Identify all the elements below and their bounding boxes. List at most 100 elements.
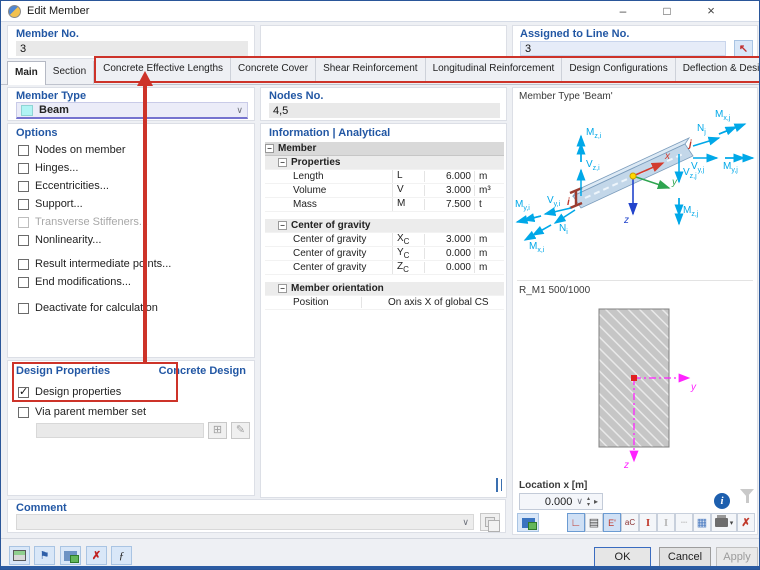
tree-row-cog-x: Center of gravity XC 3.000 m <box>265 233 504 247</box>
comment-label: Comment <box>16 502 67 514</box>
maximize-button[interactable]: □ <box>663 4 671 18</box>
cancel-button[interactable]: Cancel <box>659 547 711 568</box>
comment-copy-button <box>480 513 500 532</box>
section-axis-z: z <box>624 460 629 471</box>
tab-design-configurations[interactable]: Design Configurations <box>562 58 676 81</box>
member-no-input[interactable] <box>16 41 248 56</box>
collapse-icon[interactable]: − <box>265 144 274 153</box>
filter-button <box>740 489 754 509</box>
checkbox-icon <box>18 198 29 210</box>
deactivate-view-button[interactable]: ✗ <box>737 513 755 532</box>
edit-icon: ✎ <box>235 424 246 436</box>
collapse-icon[interactable]: − <box>278 221 287 230</box>
units-settings-button[interactable] <box>9 546 30 565</box>
effective-section-button[interactable]: Eʹ <box>603 513 621 532</box>
tab-longitudinal-reinforcement[interactable]: Longitudinal Reinforcement <box>426 58 563 81</box>
checkbox-design-properties[interactable]: Design properties <box>18 385 121 398</box>
nodes-input[interactable] <box>269 103 500 118</box>
checkbox-nonlinearity[interactable]: Nonlinearity... <box>18 234 101 246</box>
delete-button[interactable]: ✗ <box>86 546 107 565</box>
design-properties-label: Design Properties <box>16 365 111 377</box>
solid-section-button[interactable]: ▤ <box>585 513 603 532</box>
section-points-button[interactable]: aC <box>621 513 639 532</box>
display-properties-icon <box>521 517 537 530</box>
section-points-icon: aC <box>624 518 636 527</box>
ok-button[interactable]: OK <box>594 547 651 568</box>
section-outline-icon: ∟ <box>570 516 582 529</box>
spin-down-icon: ▾ <box>586 501 590 508</box>
section-diagram-svg <box>598 308 691 463</box>
comment-group: Comment ∨ <box>7 499 506 533</box>
label-mxj: Mx,j <box>715 109 731 123</box>
checkbox-nodes-on-member[interactable]: Nodes on member <box>18 144 126 156</box>
effective-section-icon: Eʹ <box>608 517 616 528</box>
tab-shear-reinforcement[interactable]: Shear Reinforcement <box>316 58 426 81</box>
spinner-stepper[interactable]: ▴ ▾ <box>587 496 590 508</box>
ibeam-icon: I <box>645 516 651 529</box>
tab-deflection-design-supports[interactable]: Deflection & Design Supports <box>682 63 760 74</box>
location-value: 0.000 <box>544 495 573 508</box>
checkbox-end-modifications[interactable]: End modifications... <box>18 276 131 288</box>
units-icon <box>13 550 26 561</box>
label-axis-z: z <box>624 215 629 226</box>
checkbox-via-parent-member-set[interactable]: Via parent member set <box>18 406 146 418</box>
formula-button[interactable]: ƒ <box>111 546 132 565</box>
location-combo[interactable]: 0.000 ∨ ▴ ▾ ▸ <box>519 493 603 510</box>
grid-button[interactable]: ▦ <box>693 513 711 532</box>
titlebar: Edit Member – □ × <box>1 1 759 22</box>
member-type-dropdown[interactable]: Beam ∨ <box>16 102 248 119</box>
assigned-line-input[interactable] <box>520 41 726 56</box>
minimize-button[interactable]: – <box>619 4 627 18</box>
deactivate-icon: ✗ <box>741 517 751 529</box>
checkbox-icon <box>18 406 29 418</box>
tab-concrete-cover[interactable]: Concrete Cover <box>231 58 317 81</box>
display-properties-button[interactable] <box>517 513 539 532</box>
label-axis-x: x <box>665 151 670 162</box>
annotation-tabs-box: Concrete Effective Lengths Concrete Cove… <box>94 56 760 83</box>
checkbox-eccentricities[interactable]: Eccentricities... <box>18 180 109 192</box>
section-outline-button[interactable]: ∟ <box>567 513 585 532</box>
stress-points-button[interactable]: I <box>639 513 657 532</box>
label-myj: My,j <box>723 161 738 175</box>
tab-concrete-effective-lengths[interactable]: Concrete Effective Lengths <box>96 58 232 81</box>
section-diagram: y z <box>513 297 759 473</box>
chevron-down-icon[interactable]: ∨ <box>576 496 583 506</box>
comment-combo[interactable]: ∨ <box>16 514 474 530</box>
concrete-design-label: Concrete Design <box>158 365 246 377</box>
edit-parent-set-button: ✎ <box>231 422 250 439</box>
tab-main[interactable]: Main <box>7 61 46 85</box>
flag-icon: ⚑ <box>39 550 50 562</box>
checkbox-icon <box>18 180 29 192</box>
special-selection-button[interactable]: ⚑ <box>34 546 55 565</box>
label-mxi: Mx,i <box>529 241 545 255</box>
close-button[interactable]: × <box>707 3 715 18</box>
collapse-icon[interactable]: − <box>278 284 287 293</box>
pick-line-button[interactable]: ↖ <box>734 40 753 57</box>
dashes-icon: ┄ <box>680 517 688 529</box>
divider <box>517 280 753 281</box>
filter-icon <box>740 489 754 509</box>
header-spacer-box <box>260 25 507 59</box>
table-icon[interactable] <box>496 478 498 492</box>
checkbox-hinges[interactable]: Hinges... <box>18 162 78 174</box>
member-type-group: Member Type Beam ∨ <box>7 87 255 121</box>
checkbox-deactivate-for-calculation[interactable]: Deactivate for calculation <box>18 302 158 314</box>
checkbox-support[interactable]: Support... <box>18 198 83 210</box>
tab-section[interactable]: Section <box>46 61 95 84</box>
assigned-line-box: Assigned to Line No. ↖ <box>512 25 758 59</box>
apply-to-graphics-button[interactable] <box>60 546 81 565</box>
print-button[interactable]: ▾ <box>711 513 737 532</box>
play-icon[interactable]: ▸ <box>593 497 598 506</box>
member-type-label: Member Type <box>16 90 87 102</box>
spin-up-icon: ▴ <box>586 495 590 502</box>
delete-cross-icon: ✗ <box>91 550 102 562</box>
checkbox-result-intermediate-points[interactable]: Result intermediate points... <box>18 258 171 270</box>
parent-member-set-input <box>36 423 204 438</box>
info-button[interactable]: i <box>714 493 730 509</box>
collapse-icon[interactable]: − <box>278 158 287 167</box>
section-axis-y: y <box>691 382 696 393</box>
grid-icon: ▦ <box>696 517 708 529</box>
parts-button: I <box>657 513 675 532</box>
solid-section-icon: ▤ <box>588 517 600 529</box>
chevron-down-icon[interactable]: ∨ <box>462 517 469 527</box>
